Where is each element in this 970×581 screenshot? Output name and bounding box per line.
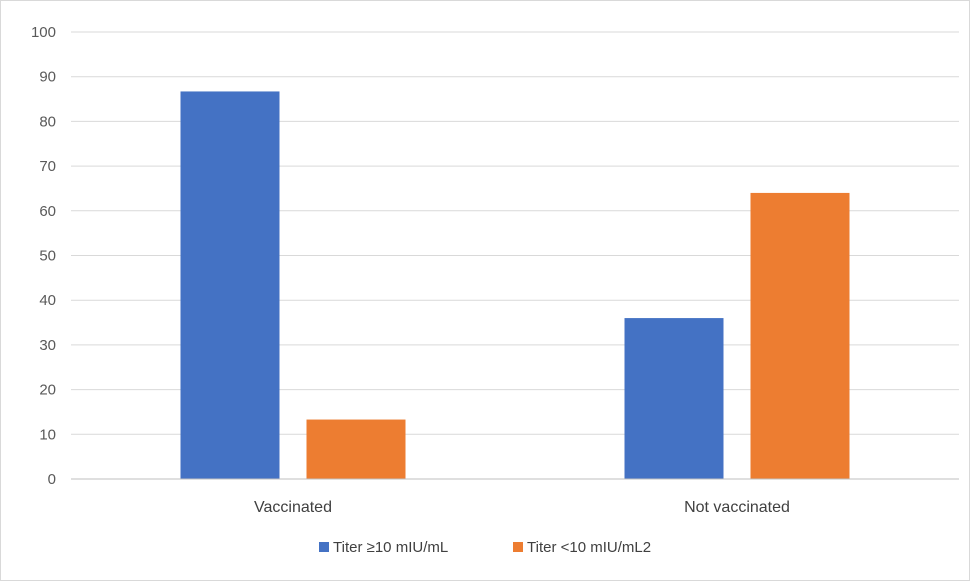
y-tick-label-10: 10 <box>39 426 56 443</box>
y-tick-label-60: 60 <box>39 203 56 220</box>
bar-not-vaccinated-series-0 <box>624 318 724 479</box>
bar-not-vaccinated-series-1 <box>750 192 850 480</box>
bar-vaccinated-series-0 <box>180 91 280 480</box>
category-label-vaccinated: Vaccinated <box>254 499 332 516</box>
legend: Titer ≥10 mIU/mL Titer <10 mIU/mL2 <box>319 539 651 556</box>
legend-label-titer-low: Titer <10 mIU/mL2 <box>527 539 651 556</box>
y-tick-label-70: 70 <box>39 158 56 175</box>
y-tick-label-90: 90 <box>39 69 56 86</box>
y-tick-label-20: 20 <box>39 382 56 399</box>
y-tick-label-30: 30 <box>39 337 56 354</box>
legend-swatch-titer-high <box>319 542 329 552</box>
bars <box>180 91 850 480</box>
y-tick-label-100: 100 <box>31 24 56 41</box>
legend-swatch-titer-low <box>513 542 523 552</box>
y-tick-label-80: 80 <box>39 113 56 130</box>
y-axis-tick-labels: 0 10 20 30 40 50 60 70 80 90 100 <box>31 24 56 488</box>
bar-vaccinated-series-1 <box>306 419 406 479</box>
category-labels: Vaccinated Not vaccinated <box>254 499 790 516</box>
y-tick-label-50: 50 <box>39 248 56 265</box>
y-tick-label-40: 40 <box>39 292 56 309</box>
legend-label-titer-high: Titer ≥10 mIU/mL <box>333 539 448 556</box>
y-tick-label-0: 0 <box>48 471 56 488</box>
category-label-not-vaccinated: Not vaccinated <box>684 499 790 516</box>
